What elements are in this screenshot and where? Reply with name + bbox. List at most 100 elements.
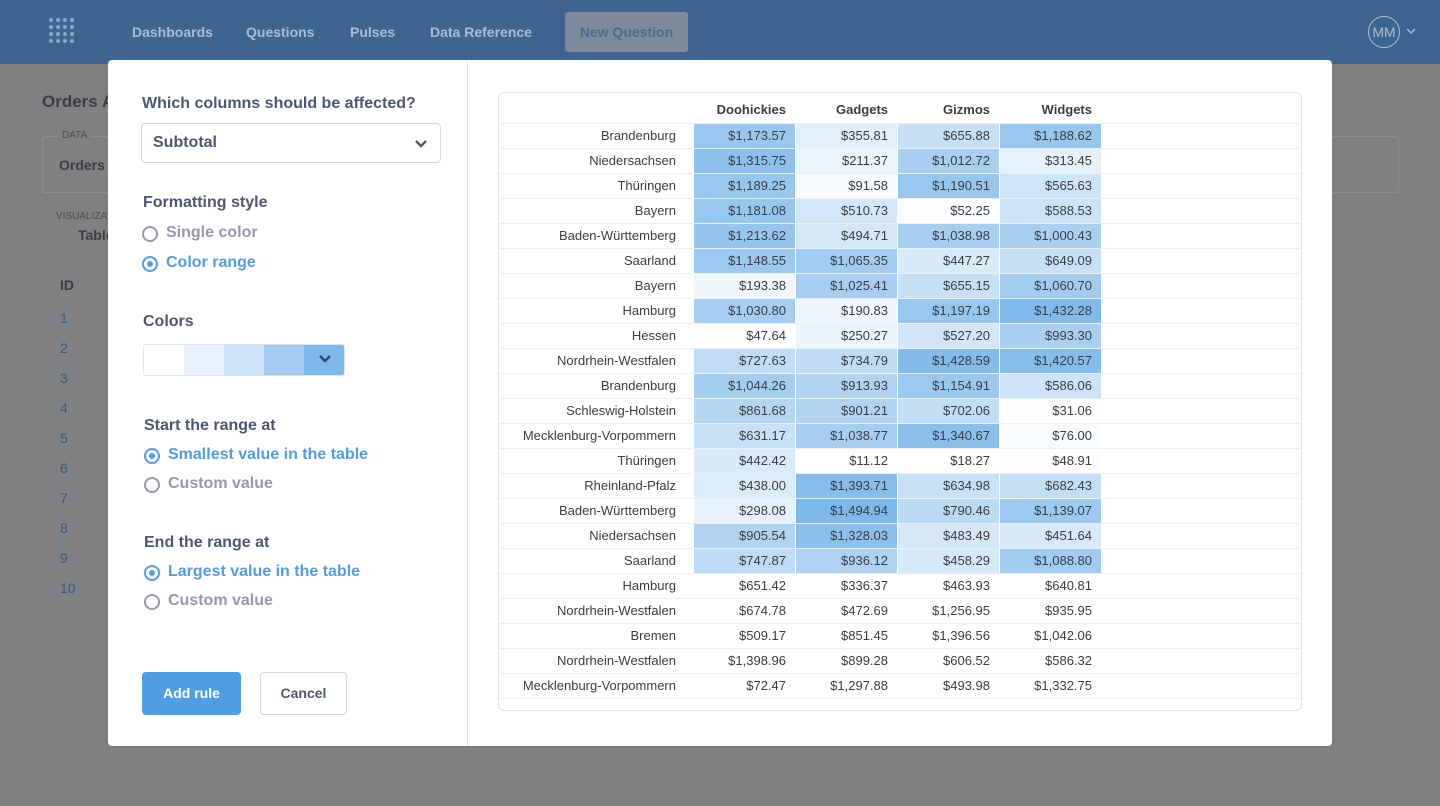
radio-label[interactable]: Custom value xyxy=(168,475,273,492)
color-range-picker[interactable] xyxy=(143,344,345,376)
table-cell: $588.53 xyxy=(1000,199,1101,223)
row-divider xyxy=(499,423,1301,424)
table-cell: $250.27 xyxy=(796,324,897,348)
table-cell: $463.93 xyxy=(943,578,990,593)
row-label: Nordrhein-Westfalen xyxy=(557,653,676,668)
table-cell: $631.17 xyxy=(694,424,795,448)
radio[interactable] xyxy=(144,594,160,610)
table-cell: $510.73 xyxy=(796,199,897,223)
radio-label[interactable]: Single color xyxy=(166,224,258,241)
table-cell: $336.37 xyxy=(841,578,888,593)
row-label: Niedersachsen xyxy=(589,528,676,543)
id-link[interactable]: 2 xyxy=(60,340,68,356)
table-cell: $1,030.80 xyxy=(694,299,795,323)
nav-bar: Dashboards Questions Pulses Data Referen… xyxy=(0,0,1440,64)
row-divider xyxy=(499,148,1301,149)
table-cell: $1,297.88 xyxy=(830,678,888,693)
table-cell: $442.42 xyxy=(694,449,795,473)
row-divider xyxy=(499,198,1301,199)
avatar[interactable]: MM xyxy=(1368,16,1400,48)
table-cell: $1,000.43 xyxy=(1000,224,1101,248)
table-cell: $1,038.77 xyxy=(796,424,897,448)
chevron xyxy=(1406,28,1416,35)
radio[interactable] xyxy=(142,256,158,272)
label: Which columns should be affected? xyxy=(142,95,416,112)
data-value: Orders xyxy=(59,157,105,173)
table-cell: $1,188.62 xyxy=(1000,124,1101,148)
radio-label[interactable]: Color range xyxy=(166,254,256,271)
nav-link[interactable]: Dashboards xyxy=(132,24,213,40)
table-cell: $913.93 xyxy=(796,374,897,398)
column-header[interactable]: Doohickies xyxy=(716,102,786,117)
table-cell: $899.28 xyxy=(841,653,888,668)
id-link[interactable]: 7 xyxy=(60,490,68,506)
row-label: Brandenburg xyxy=(600,128,676,143)
id-link[interactable]: 4 xyxy=(60,400,68,416)
row-divider xyxy=(499,473,1301,474)
id-link[interactable]: 1 xyxy=(60,310,68,326)
table-cell: $1,197.19 xyxy=(898,299,999,323)
viz-label: VISUALIZATION xyxy=(56,211,131,222)
data-label: DATA xyxy=(58,130,92,141)
id-link[interactable]: 5 xyxy=(60,430,68,446)
row-label: Saarland xyxy=(623,553,676,568)
swatch xyxy=(144,345,184,375)
table-cell: $702.06 xyxy=(898,399,999,423)
radio-label[interactable]: Custom value xyxy=(168,592,273,609)
row-divider xyxy=(499,673,1301,674)
table-cell: $655.15 xyxy=(898,274,999,298)
swatch xyxy=(184,345,224,375)
table-cell: $1,044.26 xyxy=(694,374,795,398)
row-label: Bayern xyxy=(634,203,676,218)
table-cell: $651.42 xyxy=(739,578,786,593)
nav-link[interactable]: Data Reference xyxy=(430,24,532,40)
table-cell: $1,494.94 xyxy=(796,499,897,523)
table-cell: $190.83 xyxy=(796,299,897,323)
table-cell: $527.20 xyxy=(898,324,999,348)
table-cell: $1,060.70 xyxy=(1000,274,1101,298)
logo[interactable] xyxy=(48,17,76,49)
nav-link[interactable]: Questions xyxy=(246,24,315,40)
label: Start the range at xyxy=(144,417,276,434)
id-link[interactable]: 9 xyxy=(60,550,68,566)
table-cell: $494.71 xyxy=(796,224,897,248)
radio-label[interactable]: Largest value in the table xyxy=(168,563,361,580)
swatch xyxy=(224,345,264,375)
table-cell: $790.46 xyxy=(898,499,999,523)
nav-link[interactable]: Pulses xyxy=(350,24,396,40)
table-cell: $1,332.75 xyxy=(1034,678,1092,693)
column-select[interactable]: Subtotal xyxy=(141,123,441,163)
id-link[interactable]: 8 xyxy=(60,520,68,536)
id-link[interactable]: 6 xyxy=(60,460,68,476)
radio[interactable] xyxy=(144,565,160,581)
id-link[interactable]: 10 xyxy=(60,580,76,596)
column-header[interactable]: Gizmos xyxy=(943,102,990,117)
radio[interactable] xyxy=(144,477,160,493)
add-rule-button[interactable]: Add rule xyxy=(142,672,241,715)
table-cell: $76.00 xyxy=(1000,424,1101,448)
id-link[interactable]: 3 xyxy=(60,370,68,386)
column-header[interactable]: Gadgets xyxy=(835,102,888,117)
row-label: Bayern xyxy=(634,278,676,293)
label: Formatting style xyxy=(143,194,268,211)
row-divider xyxy=(499,123,1301,124)
row-divider xyxy=(499,348,1301,349)
radio[interactable] xyxy=(142,226,158,242)
label: Colors xyxy=(143,313,194,330)
new-question-button[interactable]: New Question xyxy=(565,12,688,52)
cancel-button[interactable]: Cancel xyxy=(260,672,347,715)
radio-label[interactable]: Smallest value in the table xyxy=(168,446,369,463)
row-label: Mecklenburg-Vorpommern xyxy=(522,678,676,693)
select-value: Subtotal xyxy=(153,134,217,151)
table-cell: $1,428.59 xyxy=(898,349,999,373)
radio[interactable] xyxy=(144,448,160,464)
row-divider xyxy=(499,498,1301,499)
row-label: Thüringen xyxy=(617,453,676,468)
preview-table: Doohickies Gadgets Gizmos Widgets Brandenbur… xyxy=(498,92,1302,711)
table-cell: $493.98 xyxy=(943,678,990,693)
table-cell: $1,213.62 xyxy=(694,224,795,248)
table-cell: $861.68 xyxy=(694,399,795,423)
table-cell: $586.32 xyxy=(1045,653,1092,668)
column-header[interactable]: Widgets xyxy=(1041,102,1092,117)
table-cell: $31.06 xyxy=(1000,399,1101,423)
